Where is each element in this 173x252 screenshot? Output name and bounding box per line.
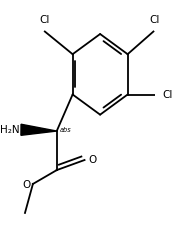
Text: Cl: Cl: [163, 89, 173, 100]
Text: H₂N: H₂N: [0, 125, 20, 135]
Text: abs: abs: [60, 127, 72, 133]
Text: Cl: Cl: [149, 15, 159, 25]
Text: Cl: Cl: [39, 15, 49, 25]
Polygon shape: [21, 124, 57, 135]
Text: O: O: [88, 155, 96, 165]
Text: O: O: [22, 180, 30, 190]
